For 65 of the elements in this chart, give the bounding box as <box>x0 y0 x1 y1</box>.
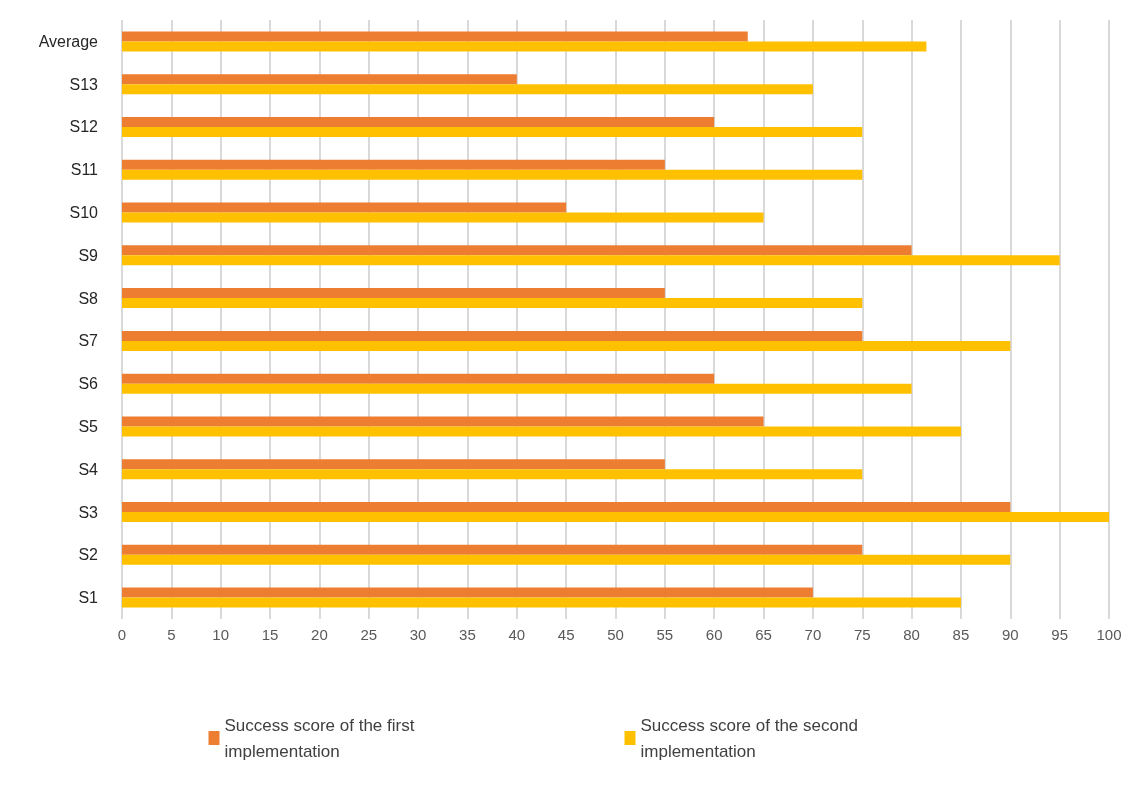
bar <box>122 84 813 95</box>
bar <box>122 116 715 127</box>
bar <box>122 41 927 52</box>
bar <box>122 469 863 480</box>
x-tick-label: 75 <box>853 626 871 643</box>
y-tick-label: Average <box>38 32 99 50</box>
y-tick-label: S2 <box>78 546 99 564</box>
x-tick-label: 5 <box>167 626 176 643</box>
bar <box>122 159 665 170</box>
y-tick-label: S11 <box>70 161 99 179</box>
y-tick-label: S3 <box>78 503 99 521</box>
x-tick-label: 45 <box>557 626 575 643</box>
x-tick-label: 25 <box>360 626 378 643</box>
bar <box>122 340 1011 351</box>
y-tick-label: S1 <box>78 589 99 607</box>
x-tick-label: 70 <box>804 626 822 643</box>
x-tick-label: 65 <box>755 626 772 643</box>
bar <box>122 544 863 555</box>
y-tick-label: S6 <box>78 375 99 393</box>
bar <box>122 202 567 213</box>
bar <box>122 416 764 427</box>
bar <box>122 169 863 180</box>
bar <box>122 373 715 384</box>
bar <box>122 31 748 42</box>
bar <box>122 587 813 598</box>
x-tick-label: 80 <box>903 626 920 643</box>
x-tick-label: 10 <box>212 626 230 643</box>
x-tick-label: 95 <box>1051 626 1068 643</box>
x-tick-label: 55 <box>656 626 674 643</box>
bar <box>122 554 1011 565</box>
bar <box>122 245 912 256</box>
y-tick-label: S5 <box>78 417 99 435</box>
x-tick-label: 90 <box>1001 626 1019 643</box>
legend-label: Success score of the first implementation <box>224 715 420 761</box>
bar <box>122 426 961 437</box>
y-tick-label: S4 <box>78 460 99 478</box>
bar <box>122 330 863 341</box>
bar <box>122 255 1060 266</box>
x-tick-label: 85 <box>952 626 970 643</box>
x-tick-label: 50 <box>607 626 624 643</box>
y-tick-label: S8 <box>78 289 99 307</box>
y-tick-label: S9 <box>78 246 99 264</box>
bar <box>122 459 665 470</box>
x-tick-label: 35 <box>459 626 476 643</box>
x-tick-label: 100 <box>1096 626 1122 643</box>
bar <box>122 597 961 608</box>
y-tick-label: S12 <box>69 118 99 136</box>
x-tick-label: 0 <box>117 626 127 643</box>
y-tick-label: S10 <box>69 204 99 222</box>
x-tick-label: 15 <box>261 626 279 643</box>
x-tick-label: 60 <box>705 626 723 643</box>
bar <box>122 212 764 223</box>
x-tick-label: 40 <box>508 626 526 643</box>
legend-label: Success score of the second implementation <box>640 715 863 761</box>
bar <box>122 74 517 85</box>
bar <box>122 383 912 394</box>
y-tick-label: S13 <box>69 75 99 93</box>
bar <box>122 288 665 299</box>
bar <box>122 502 1011 513</box>
bar <box>122 126 863 137</box>
x-tick-label: 30 <box>409 626 427 643</box>
y-tick-label: S7 <box>78 332 99 350</box>
x-tick-label: 20 <box>311 626 328 643</box>
bar <box>122 512 1109 523</box>
bar <box>122 298 863 309</box>
